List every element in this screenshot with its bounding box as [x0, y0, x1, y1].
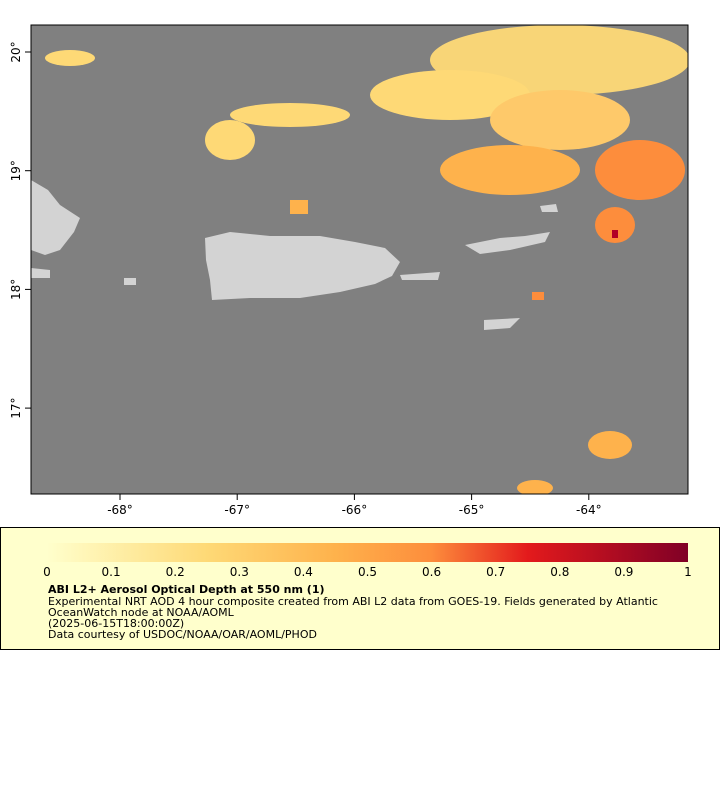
aerosol-patch	[595, 140, 685, 200]
colorbar-ticks: 0 0.1 0.2 0.3 0.4 0.5 0.6 0.7 0.8 0.9 1	[43, 565, 692, 579]
colorbar-tick-label: 0.8	[550, 565, 569, 579]
aerosol-patch	[532, 292, 544, 300]
land-hispaniola	[31, 268, 50, 278]
land-st-croix	[484, 318, 520, 330]
x-tick-label: -65°	[459, 503, 485, 517]
x-tick-label: -67°	[224, 503, 250, 517]
colorbar-tick-label: 0.6	[422, 565, 441, 579]
land-puerto-rico	[205, 232, 400, 300]
map-area	[31, 25, 688, 494]
aerosol-patch	[370, 70, 530, 120]
x-tick-label: -68°	[107, 503, 133, 517]
y-tick-label: 18°	[9, 279, 23, 300]
land-mona	[124, 278, 136, 285]
aerosol-patch	[517, 480, 553, 494]
land-virgin-islands	[540, 204, 558, 212]
colorbar	[47, 543, 688, 562]
land-virgin-islands	[465, 232, 550, 254]
land-vieques	[400, 272, 440, 280]
x-tick-label: -66°	[342, 503, 368, 517]
colorbar-tick-label: 0.2	[166, 565, 185, 579]
legend-title: ABI L2+ Aerosol Optical Depth at 550 nm …	[48, 583, 325, 596]
colorbar-tick-label: 0.3	[230, 565, 249, 579]
colorbar-tick-label: 0.5	[358, 565, 377, 579]
aerosol-patch	[588, 431, 632, 459]
y-tick-label: 20°	[9, 41, 23, 62]
colorbar-tick-label: 0.9	[614, 565, 633, 579]
legend-line: Data courtesy of USDOC/NOAA/OAR/AOML/PHO…	[48, 628, 317, 641]
y-tick-label: 17°	[9, 397, 23, 418]
colorbar-tick-label: 0.1	[102, 565, 121, 579]
legend-line: (2025-06-15T18:00:00Z)	[48, 617, 184, 630]
aerosol-patch	[290, 200, 308, 214]
colorbar-tick-label: 1	[684, 565, 692, 579]
aerosol-patch	[490, 90, 630, 150]
colorbar-tick-label: 0	[43, 565, 51, 579]
aerosol-patch	[205, 120, 255, 160]
aerosol-patch	[440, 145, 580, 195]
colorbar-tick-label: 0.4	[294, 565, 313, 579]
colorbar-tick-label: 0.7	[486, 565, 505, 579]
legend-line: OceanWatch node at NOAA/AOML	[48, 606, 235, 619]
legend-line: Experimental NRT AOD 4 hour composite cr…	[48, 595, 658, 608]
x-tick-label: -64°	[576, 503, 602, 517]
aerosol-patches	[45, 25, 688, 494]
land-hispaniola	[31, 180, 80, 255]
axes: -68° -67° -66° -65° -64° 20° 19° 18° 17°	[9, 41, 602, 517]
map-frame	[30, 24, 689, 495]
aerosol-patch	[230, 103, 350, 127]
aerosol-patch	[595, 207, 635, 243]
aerosol-patch	[45, 50, 95, 66]
y-tick-label: 19°	[9, 160, 23, 181]
aerosol-patch	[612, 230, 618, 238]
